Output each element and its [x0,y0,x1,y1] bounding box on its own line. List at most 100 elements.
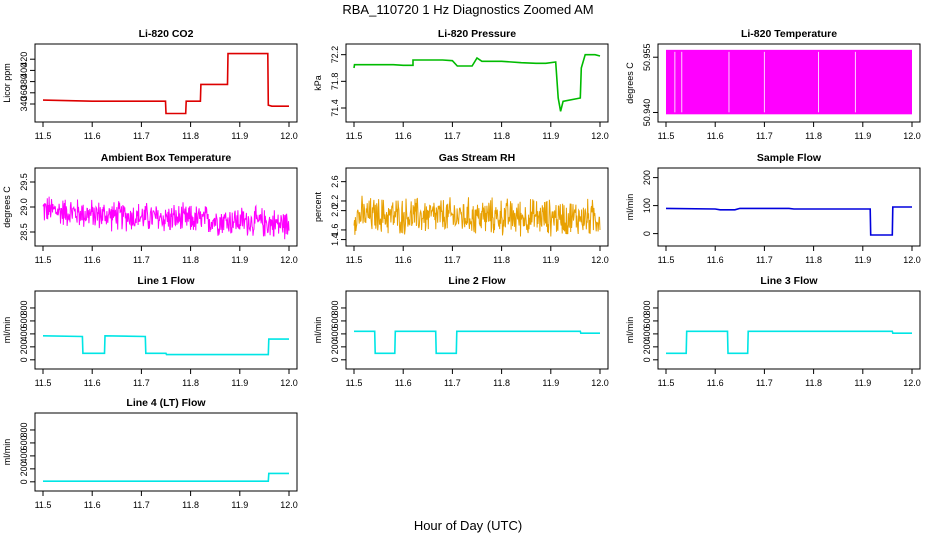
x-tick-label: 11.5 [35,500,52,510]
chart-panel-1: Li-820 CO2 Licor ppm 11.5 11.6 11.7 11.8 11.9 1… [2,28,298,141]
plot-frame [657,290,921,370]
y-axis-label: Licor ppm [2,63,12,103]
y-tick-label: 1.4 [330,233,340,246]
series-line [42,52,289,115]
x-tick-label: 11.7 [444,378,461,388]
panel-title: Line 4 (LT) Flow [126,397,206,409]
y-axis-label: ml/min [2,439,12,466]
y-tick-label: 71.8 [330,73,340,91]
x-tick-label: 12.0 [903,131,921,141]
y-tick-label: 600 [330,313,340,328]
x-tick-label: 12.0 [591,378,609,388]
plot-frame [34,412,298,492]
x-tick-label: 11.9 [854,378,871,388]
plot-frame [657,43,921,123]
x-tick-label: 11.5 [658,131,675,141]
x-tick-label: 12.0 [280,500,298,510]
panel-title: Sample Flow [757,152,822,164]
series-line [354,330,600,355]
x-tick-label: 11.8 [805,255,822,265]
y-tick-label: 29.5 [19,173,29,191]
series-line [42,196,290,240]
x-tick-label: 11.6 [84,378,101,388]
x-tick-label: 11.7 [444,255,461,265]
y-tick-label: 400 [330,326,340,341]
chart-panel-7: Line 1 Flow ml/min 11.5 11.6 11.7 11.8 11.9 12.… [2,275,298,388]
x-tick-label: 11.9 [231,378,248,388]
x-tick-label: 11.6 [84,131,101,141]
x-tick-label: 11.7 [756,378,773,388]
y-tick-label: 2.6 [330,175,340,188]
x-tick-label: 12.0 [591,255,609,265]
y-tick-label: 600 [642,313,652,328]
chart-panel-5: Gas Stream RH percent 11.5 11.6 11.7 11.8 11.9… [313,152,609,265]
y-tick-label: 200 [19,461,29,476]
panel-title: Li-820 Temperature [741,28,837,40]
x-tick-label: 11.6 [395,255,412,265]
chart-panel-4: Ambient Box Temperature degrees C 11.5 11.6… [2,152,298,265]
panel-title: Line 3 Flow [760,275,818,287]
x-tick-label: 11.5 [35,378,52,388]
x-tick-label: 11.8 [493,131,510,141]
panel-title: Ambient Box Temperature [101,152,232,164]
x-tick-label: 12.0 [280,378,298,388]
x-tick-label: 11.8 [182,255,199,265]
x-tick-label: 11.7 [133,255,150,265]
y-tick-label: 0 [642,357,652,362]
x-tick-label: 11.8 [493,378,510,388]
y-tick-label: 1.6 [330,224,340,237]
y-tick-label: 400 [19,326,29,341]
y-axis-label: percent [313,191,323,222]
x-tick-label: 11.8 [182,500,199,510]
x-tick-label: 12.0 [903,378,921,388]
x-tick-label: 11.8 [805,378,822,388]
y-tick-label: 420 [19,52,29,67]
y-tick-label: 29.0 [19,198,29,216]
x-tick-label: 11.5 [346,378,363,388]
page-title: RBA_110720 1 Hz Diagnostics Zoomed AM [342,2,594,17]
y-tick-label: 800 [642,300,652,315]
x-tick-label: 11.9 [854,131,871,141]
plot-frame [34,290,298,370]
y-tick-label: 800 [330,300,340,315]
x-tick-label: 11.8 [182,378,199,388]
series-line [665,206,912,236]
y-axis-label: kPa [313,75,323,91]
plot-frame [657,167,921,247]
series-line [666,330,912,355]
y-axis-label: ml/min [313,317,323,344]
x-tick-label: 12.0 [903,255,921,265]
plot-frame [345,290,609,370]
x-tick-label: 11.8 [805,131,822,141]
panel-title: Line 2 Flow [448,275,506,287]
plot-frame [345,167,609,247]
y-axis-label: degrees C [625,62,635,104]
chart-panel-6: Sample Flow ml/min 11.5 11.6 11.7 11.8 11.9 12.… [625,152,921,265]
y-tick-label: 0 [642,231,652,236]
panel-title: Li-820 Pressure [438,28,516,40]
y-axis-label: ml/min [625,317,635,344]
x-tick-label: 12.0 [591,131,609,141]
panel-title: Gas Stream RH [439,152,515,164]
y-tick-label: 400 [19,63,29,78]
y-tick-label: 200 [642,339,652,354]
x-tick-label: 11.6 [395,131,412,141]
x-tick-label: 11.9 [542,131,559,141]
y-tick-label: 0 [19,357,29,362]
y-tick-label: 0 [330,357,340,362]
x-tick-label: 11.8 [493,255,510,265]
y-tick-label: 100 [642,198,652,213]
x-tick-label: 11.6 [707,255,724,265]
x-tick-label: 11.6 [84,500,101,510]
x-tick-label: 11.5 [35,255,52,265]
x-tick-label: 11.7 [444,131,461,141]
y-tick-label: 200 [642,170,652,185]
y-tick-label: 50.940 [642,99,652,127]
y-tick-label: 2.2 [330,195,340,208]
y-axis-label: ml/min [625,194,635,221]
series-line [43,472,289,483]
x-tick-label: 11.9 [542,378,559,388]
x-tick-label: 11.8 [182,131,199,141]
x-tick-label: 11.5 [35,131,52,141]
